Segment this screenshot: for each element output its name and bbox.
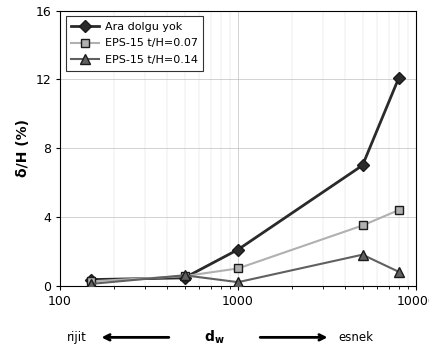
Ara dolgu yok: [89, 277, 94, 282]
Line: Ara dolgu yok: Ara dolgu yok: [87, 74, 403, 284]
EPS-15 t/H=0.14: [396, 270, 402, 274]
Y-axis label: δ/H (%): δ/H (%): [16, 119, 30, 177]
EPS-15 t/H=0.07: [236, 266, 241, 271]
Text: rijit: rijit: [67, 331, 87, 344]
Text: $\mathbf{d_w}$: $\mathbf{d_w}$: [204, 329, 225, 346]
EPS-15 t/H=0.07: [182, 274, 187, 278]
Ara dolgu yok: [182, 276, 187, 280]
EPS-15 t/H=0.14: [360, 252, 365, 257]
Text: esnek: esnek: [338, 331, 374, 344]
EPS-15 t/H=0.07: [396, 208, 402, 212]
Line: EPS-15 t/H=0.07: EPS-15 t/H=0.07: [87, 206, 403, 286]
EPS-15 t/H=0.07: [360, 223, 365, 228]
Legend: Ara dolgu yok, EPS-15 t/H=0.07, EPS-15 t/H=0.14: Ara dolgu yok, EPS-15 t/H=0.07, EPS-15 t…: [66, 16, 203, 71]
EPS-15 t/H=0.14: [236, 280, 241, 284]
Ara dolgu yok: [236, 247, 241, 252]
EPS-15 t/H=0.14: [89, 282, 94, 286]
EPS-15 t/H=0.14: [182, 273, 187, 277]
EPS-15 t/H=0.07: [89, 279, 94, 283]
Ara dolgu yok: [360, 163, 365, 167]
Ara dolgu yok: [396, 76, 402, 80]
Line: EPS-15 t/H=0.14: EPS-15 t/H=0.14: [87, 250, 404, 289]
